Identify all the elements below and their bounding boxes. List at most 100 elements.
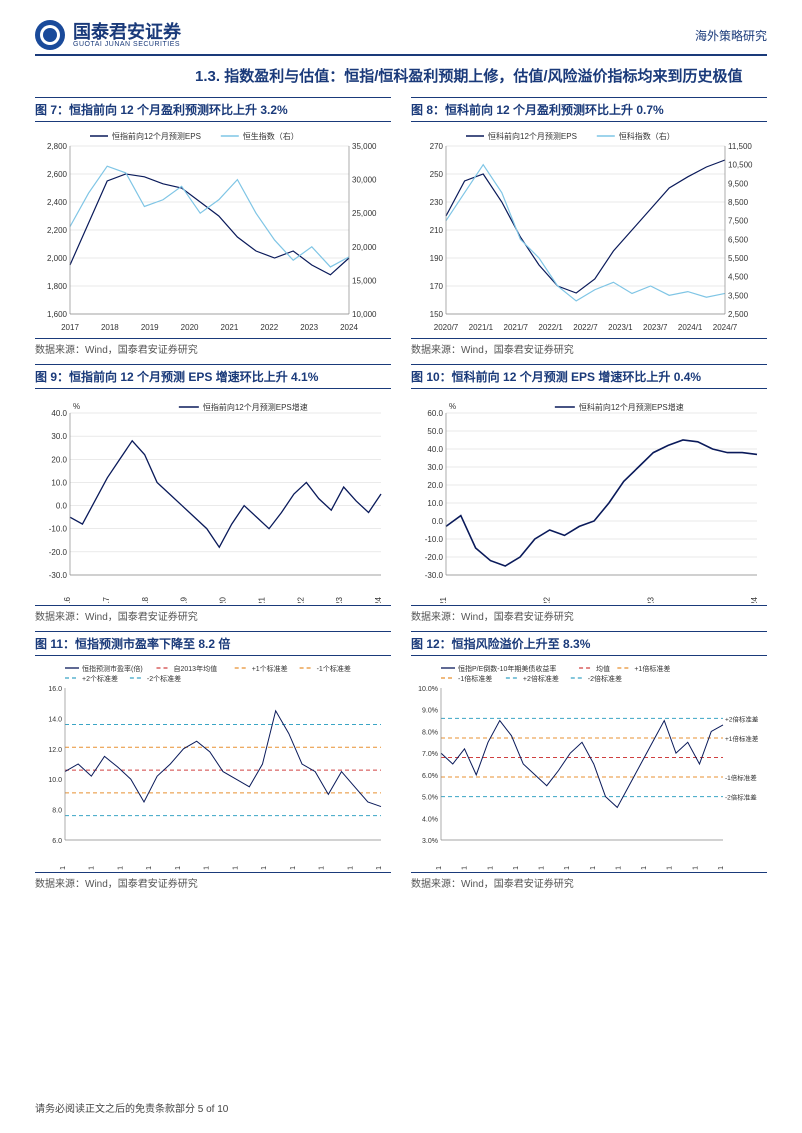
svg-text:-20.0: -20.0 (49, 547, 68, 556)
page-header: 国泰君安证券 GUOTAI JUNAN SECURITIES 海外策略研究 (35, 20, 767, 56)
svg-text:恒指预测市盈率(倍): 恒指预测市盈率(倍) (82, 664, 143, 673)
svg-text:40.0: 40.0 (51, 409, 67, 418)
svg-text:25,000: 25,000 (352, 209, 377, 218)
svg-text:2022: 2022 (296, 596, 305, 603)
svg-text:4.0%: 4.0% (422, 816, 438, 823)
svg-text:170: 170 (430, 282, 444, 291)
svg-text:2023: 2023 (335, 596, 344, 603)
svg-text:恒科指数（右）: 恒科指数（右） (619, 131, 675, 141)
svg-text:2023/1: 2023/1 (347, 865, 354, 869)
svg-text:恒指前向12个月预测EPS: 恒指前向12个月预测EPS (112, 131, 201, 141)
svg-text:-2倍标准差: -2倍标准差 (725, 792, 757, 801)
svg-text:2022/7: 2022/7 (573, 323, 598, 332)
svg-text:-20.0: -20.0 (425, 553, 444, 562)
svg-text:2015/1: 2015/1 (117, 865, 124, 869)
svg-text:15,000: 15,000 (352, 276, 377, 285)
svg-text:2021/1: 2021/1 (469, 323, 494, 332)
fig11-chart: 6.08.010.012.014.016.02013/12014/12015/1… (35, 660, 391, 870)
fig7-chart: 1,6001,8002,0002,2002,4002,6002,80010,00… (35, 126, 391, 336)
svg-text:2013/1: 2013/1 (436, 865, 443, 869)
svg-text:2021/1: 2021/1 (641, 865, 648, 869)
svg-text:10,500: 10,500 (728, 160, 753, 169)
fig12-cell: 图 12：恒指风险溢价上升至 8.3% 3.0%4.0%5.0%6.0%7.0%… (411, 631, 767, 890)
svg-text:恒指P/E倒数-10年期美债收益率: 恒指P/E倒数-10年期美债收益率 (458, 664, 556, 673)
svg-text:2021/1: 2021/1 (290, 865, 297, 869)
svg-text:2024: 2024 (340, 323, 358, 332)
svg-text:2024: 2024 (750, 596, 759, 603)
svg-text:50.0: 50.0 (427, 427, 443, 436)
svg-text:-10.0: -10.0 (49, 524, 68, 533)
fig10-title: 图 10：恒科前向 12 个月预测 EPS 增速环比上升 0.4% (411, 364, 767, 389)
section-heading: 1.3. 指数盈利与估值：恒指/恒科盈利预期上修，估值/风险溢价指标均来到历史极… (195, 66, 767, 89)
svg-text:2022/1: 2022/1 (538, 323, 563, 332)
svg-text:3.0%: 3.0% (422, 838, 438, 845)
svg-text:2024/1: 2024/1 (718, 865, 725, 869)
fig7-cell: 图 7：恒指前向 12 个月盈利预测环比上升 3.2% 1,6001,8002,… (35, 97, 391, 356)
svg-text:-2倍标准差: -2倍标准差 (588, 674, 622, 683)
svg-text:均值: 均值 (596, 664, 610, 673)
svg-text:自2013年均值: 自2013年均值 (174, 664, 218, 673)
svg-text:0.0: 0.0 (56, 501, 68, 510)
svg-text:2018/1: 2018/1 (204, 865, 211, 869)
svg-text:9.0%: 9.0% (422, 707, 438, 714)
fig8-source: 数据来源：Wind，国泰君安证券研究 (411, 338, 767, 356)
svg-text:2021: 2021 (257, 596, 266, 603)
svg-text:60.0: 60.0 (427, 409, 443, 418)
svg-text:2024/7: 2024/7 (713, 323, 738, 332)
fig8-title: 图 8：恒科前向 12 个月盈利预测环比上升 0.7% (411, 97, 767, 122)
svg-text:2017: 2017 (61, 323, 79, 332)
svg-text:2017: 2017 (102, 596, 111, 603)
fig10-cell: 图 10：恒科前向 12 个月预测 EPS 增速环比上升 0.4% -30.0-… (411, 364, 767, 623)
svg-text:2021: 2021 (439, 596, 448, 603)
svg-text:9,500: 9,500 (728, 179, 749, 188)
svg-text:7,500: 7,500 (728, 216, 749, 225)
svg-text:6,500: 6,500 (728, 235, 749, 244)
svg-text:-10.0: -10.0 (425, 535, 444, 544)
svg-text:2023/1: 2023/1 (692, 865, 699, 869)
svg-text:20,000: 20,000 (352, 242, 377, 251)
company-logo-icon (35, 20, 65, 50)
svg-text:恒科前向12个月预测EPS: 恒科前向12个月预测EPS (488, 131, 577, 141)
svg-text:2017/1: 2017/1 (175, 865, 182, 869)
svg-text:2024/1: 2024/1 (678, 323, 703, 332)
doc-type-label: 海外策略研究 (695, 27, 767, 44)
svg-text:10.0: 10.0 (427, 499, 443, 508)
svg-text:30.0: 30.0 (427, 463, 443, 472)
svg-text:190: 190 (430, 254, 444, 263)
svg-text:2015/1: 2015/1 (487, 865, 494, 869)
svg-text:2023/7: 2023/7 (643, 323, 668, 332)
svg-text:0.0: 0.0 (432, 517, 444, 526)
svg-text:2019/1: 2019/1 (232, 865, 239, 869)
svg-text:2022/1: 2022/1 (319, 865, 326, 869)
company-logo-block: 国泰君安证券 GUOTAI JUNAN SECURITIES (35, 20, 181, 50)
fig8-cell: 图 8：恒科前向 12 个月盈利预测环比上升 0.7% 150170190210… (411, 97, 767, 356)
svg-text:5,500: 5,500 (728, 254, 749, 263)
svg-text:250: 250 (430, 170, 444, 179)
svg-text:6.0: 6.0 (52, 838, 62, 845)
svg-text:-2个标准差: -2个标准差 (147, 674, 181, 683)
svg-text:恒指前向12个月预测EPS增速: 恒指前向12个月预测EPS增速 (203, 402, 308, 412)
svg-text:2020: 2020 (181, 323, 199, 332)
svg-text:2019/1: 2019/1 (590, 865, 597, 869)
svg-text:2022: 2022 (543, 596, 552, 603)
fig9-title: 图 9：恒指前向 12 个月预测 EPS 增速环比上升 4.1% (35, 364, 391, 389)
svg-text:2017/1: 2017/1 (539, 865, 546, 869)
fig11-title: 图 11：恒指预测市盈率下降至 8.2 倍 (35, 631, 391, 656)
svg-text:8,500: 8,500 (728, 198, 749, 207)
svg-text:恒科前向12个月预测EPS增速: 恒科前向12个月预测EPS增速 (579, 402, 684, 412)
svg-text:2,000: 2,000 (47, 254, 68, 263)
chart-grid: 图 7：恒指前向 12 个月盈利预测环比上升 3.2% 1,6001,8002,… (35, 97, 767, 890)
svg-text:2023/1: 2023/1 (608, 323, 633, 332)
svg-text:+1倍标准差: +1倍标准差 (725, 733, 759, 742)
svg-text:12.0: 12.0 (48, 746, 62, 753)
fig10-source: 数据来源：Wind，国泰君安证券研究 (411, 605, 767, 623)
svg-text:10,000: 10,000 (352, 310, 377, 319)
svg-text:2020: 2020 (219, 596, 228, 603)
svg-text:+2倍标准差: +2倍标准差 (523, 674, 559, 683)
svg-text:2021: 2021 (221, 323, 239, 332)
svg-text:%: % (449, 402, 456, 411)
svg-text:2024: 2024 (374, 596, 383, 603)
svg-text:2020/7: 2020/7 (434, 323, 459, 332)
svg-text:3,500: 3,500 (728, 291, 749, 300)
svg-text:10.0: 10.0 (48, 777, 62, 784)
